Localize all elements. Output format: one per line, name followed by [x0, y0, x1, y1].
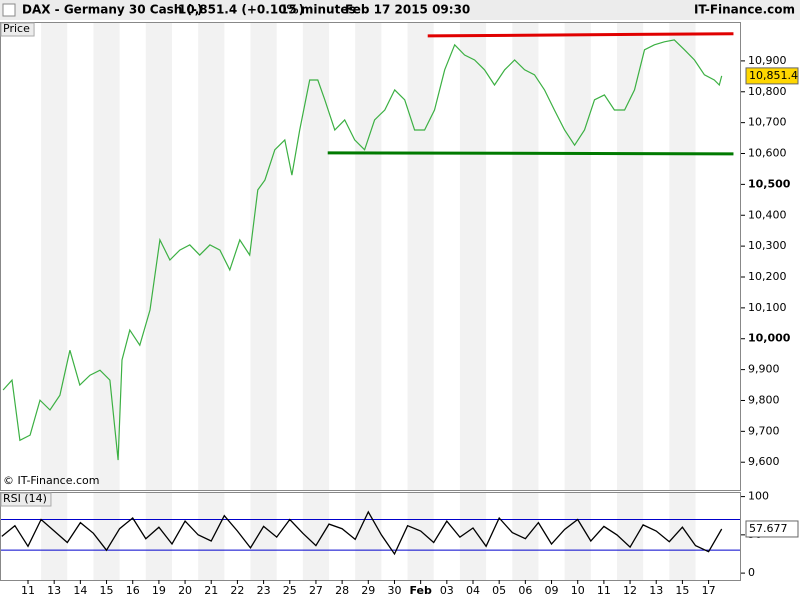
day-stripe [41, 492, 68, 580]
header-quote: 10,851.4 (+0.10%) [178, 3, 304, 17]
x-tick-label: 20 [178, 584, 192, 597]
x-tick-label: 10 [571, 584, 585, 597]
day-stripe [669, 492, 696, 580]
x-tick-label: 25 [283, 584, 297, 597]
last-value-box [745, 520, 799, 538]
day-stripe [407, 492, 434, 580]
day-stripe [198, 22, 225, 490]
header-interval: 15 minutes [280, 3, 356, 17]
day-stripe [459, 22, 487, 490]
y-tick-label: 9,900 [748, 363, 780, 376]
panel-label-bg [0, 22, 35, 37]
header-source: IT-Finance.com [694, 3, 795, 17]
day-stripe [564, 492, 591, 580]
x-tick-label: 22 [230, 584, 244, 597]
last-value-label: 10,851.4 [749, 69, 798, 82]
x-tick-label: 05 [492, 584, 506, 597]
x-tick-label: 11 [21, 584, 35, 597]
x-tick-label: 13 [649, 584, 663, 597]
trend-line [327, 151, 734, 156]
plot-layer: 9,600 9,700 9,800 9,900 10,000 10,100 10,200 10… [0, 22, 799, 597]
x-tick-label: 19 [152, 584, 166, 597]
panel-label-bg [0, 492, 52, 507]
x-tick-label: 21 [204, 584, 218, 597]
x-tick-label: 28 [335, 584, 349, 597]
day-stripe [355, 492, 382, 580]
day-stripe [41, 22, 68, 490]
x-tick-label: 09 [545, 584, 559, 597]
panel-border [0, 492, 741, 581]
x-tick-label: Feb [409, 584, 432, 597]
panel-label: RSI (14) [3, 492, 47, 505]
day-stripe [512, 22, 539, 490]
day-stripe [564, 22, 591, 490]
y-tick-label: 10,500 [748, 177, 791, 190]
y-tick-label: 10,400 [748, 208, 787, 221]
y-tick-label: 10,200 [748, 270, 787, 283]
x-tick-label: 04 [466, 584, 480, 597]
y-tick-label: 100 [748, 490, 769, 503]
header-title: DAX - Germany 30 Cash (-) [22, 3, 202, 17]
x-tick-label: 15 [100, 584, 114, 597]
day-stripe [93, 22, 120, 490]
rsi-line [1, 510, 723, 556]
y-tick-label: 9,800 [748, 393, 780, 406]
x-tick-label: 29 [361, 584, 375, 597]
day-stripe [250, 22, 277, 490]
day-stripe [407, 22, 434, 490]
day-stripe [669, 22, 696, 490]
day-stripe [355, 22, 382, 490]
y-tick-label: 9,700 [748, 424, 780, 437]
y-tick-label: 9,600 [748, 455, 780, 468]
copyright: © IT-Finance.com [3, 474, 100, 487]
x-tick-label: 17 [702, 584, 716, 597]
panel-border [0, 22, 741, 491]
header-bar [0, 0, 800, 20]
header-date: Feb 17 2015 09:30 [345, 3, 470, 17]
y-tick-label: 10,600 [748, 147, 787, 160]
x-tick-label: 12 [623, 584, 637, 597]
day-stripe [616, 22, 644, 490]
y-tick-label: 10,000 [748, 332, 791, 345]
x-tick-label: 27 [309, 584, 323, 597]
last-value-box [745, 67, 799, 85]
day-stripe [145, 492, 172, 580]
x-tick-label: 15 [675, 584, 689, 597]
x-tick-label: 06 [518, 584, 532, 597]
x-tick-label: 30 [387, 584, 401, 597]
menu-icon[interactable] [2, 3, 16, 17]
y-tick-label: 10,800 [748, 85, 787, 98]
day-stripe [250, 492, 277, 580]
day-stripe [616, 492, 644, 580]
y-tick-label: 10,700 [748, 116, 787, 129]
y-tick-label: 0 [748, 566, 755, 579]
x-tick-label: 03 [440, 584, 454, 597]
x-tick-label: 16 [126, 584, 140, 597]
last-value-label: 57.677 [749, 522, 788, 535]
y-tick-label: 10,100 [748, 301, 787, 314]
panel-label: Price [3, 22, 30, 35]
trend-line [427, 32, 734, 38]
y-tick-label: 10,300 [748, 239, 787, 252]
day-stripe [302, 492, 330, 580]
day-stripe [459, 492, 487, 580]
y-tick-label: 10,900 [748, 54, 787, 67]
x-tick-label: 23 [257, 584, 271, 597]
x-tick-label: 11 [597, 584, 611, 597]
x-tick-label: 14 [73, 584, 87, 597]
day-stripe [198, 492, 225, 580]
price-line [2, 39, 723, 461]
x-tick-label: 13 [47, 584, 61, 597]
day-stripe [512, 492, 539, 580]
